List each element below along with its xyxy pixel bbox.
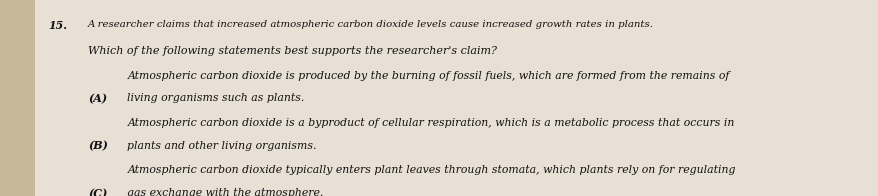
Text: Atmospheric carbon dioxide typically enters plant leaves through stomata, which : Atmospheric carbon dioxide typically ent… bbox=[127, 165, 735, 175]
Text: Which of the following statements best supports the researcher's claim?: Which of the following statements best s… bbox=[88, 46, 496, 56]
Text: plants and other living organisms.: plants and other living organisms. bbox=[127, 141, 317, 151]
Text: gas exchange with the atmosphere.: gas exchange with the atmosphere. bbox=[127, 188, 323, 196]
Text: (C): (C) bbox=[88, 188, 107, 196]
Text: (B): (B) bbox=[88, 141, 108, 152]
Text: living organisms such as plants.: living organisms such as plants. bbox=[127, 93, 305, 103]
Text: A researcher claims that increased atmospheric carbon dioxide levels cause incre: A researcher claims that increased atmos… bbox=[88, 20, 653, 29]
Text: 15.: 15. bbox=[48, 20, 68, 31]
Text: Atmospheric carbon dioxide is a byproduct of cellular respiration, which is a me: Atmospheric carbon dioxide is a byproduc… bbox=[127, 118, 734, 128]
FancyBboxPatch shape bbox=[35, 0, 878, 196]
Text: (A): (A) bbox=[88, 93, 107, 104]
Text: Atmospheric carbon dioxide is produced by the burning of fossil fuels, which are: Atmospheric carbon dioxide is produced b… bbox=[127, 71, 729, 81]
